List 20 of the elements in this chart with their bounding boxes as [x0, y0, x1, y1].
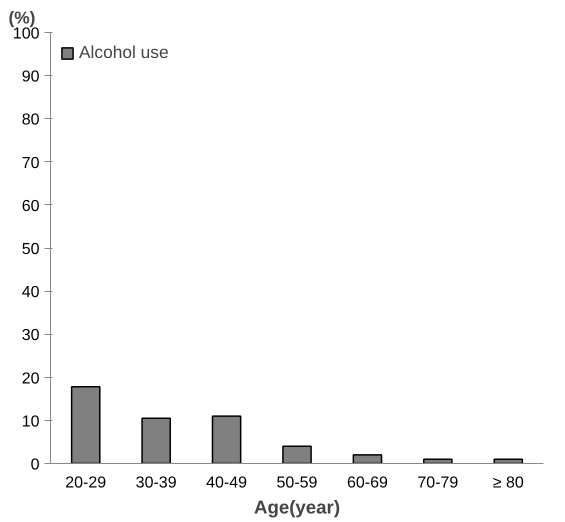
x-tick-label: ≥ 80 — [492, 474, 524, 492]
x-tick-label: 40-49 — [206, 474, 248, 492]
y-tick-label: 0 — [30, 456, 40, 474]
x-tick-label: 30-39 — [136, 474, 177, 492]
x-tick-label: 70-79 — [417, 474, 458, 492]
x-tick-label: 20-29 — [65, 474, 106, 492]
y-tick-label: 60 — [22, 198, 40, 215]
y-axis-title: (%) — [8, 8, 36, 28]
legend-label: Alcohol use — [79, 42, 169, 63]
y-tick-label: 30 — [22, 327, 40, 344]
y-tick-label: 40 — [22, 284, 40, 302]
y-tick-label: 50 — [22, 241, 40, 258]
y-tick-label: 10 — [22, 413, 40, 430]
x-tick-label: 60-69 — [346, 474, 388, 492]
x-axis-title: Age(year) — [254, 496, 340, 518]
x-tick-label: 50-59 — [276, 474, 318, 492]
y-tick-label: 90 — [22, 68, 40, 86]
y-tick-label: 20 — [22, 370, 40, 388]
y-tick-label: 70 — [22, 154, 40, 172]
y-tick-label: 80 — [22, 112, 40, 129]
